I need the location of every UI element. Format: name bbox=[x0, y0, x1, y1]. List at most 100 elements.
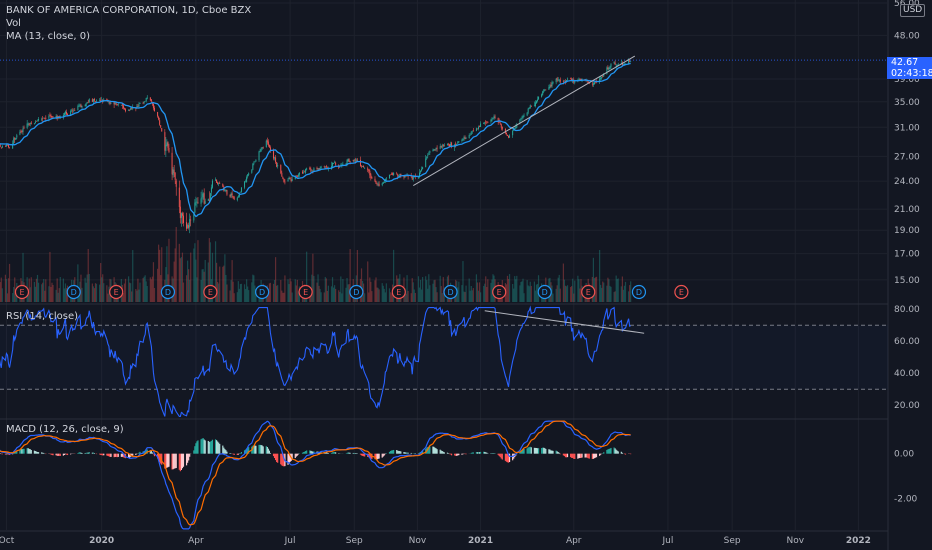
macd-hist-bar bbox=[42, 452, 44, 454]
macd-hist-bar bbox=[219, 443, 221, 454]
candle-body bbox=[158, 116, 160, 120]
volume-bar bbox=[508, 274, 511, 302]
macd-hist-bar bbox=[110, 453, 112, 457]
volume-bar bbox=[458, 281, 460, 302]
macd-hist-bar bbox=[493, 453, 495, 454]
macd-hist-bar bbox=[114, 453, 116, 457]
volume-bar bbox=[138, 289, 140, 302]
macd-hist-bar bbox=[255, 445, 257, 454]
volume-bar bbox=[563, 279, 566, 302]
candle-body bbox=[472, 130, 474, 132]
candle-body bbox=[70, 111, 72, 116]
candle-body bbox=[412, 176, 414, 180]
volume-bar bbox=[341, 293, 343, 302]
volume-bar bbox=[572, 278, 574, 302]
candle-body bbox=[385, 178, 387, 180]
macd-hist-bar bbox=[121, 453, 123, 457]
macd-hist-bar bbox=[579, 453, 581, 458]
volume-bar bbox=[291, 292, 293, 302]
rsi-legend[interactable]: RSI (14, close) bbox=[6, 311, 79, 322]
macd-hist-bar bbox=[4, 453, 7, 455]
macd-hist-bar bbox=[475, 452, 478, 454]
volume-bar bbox=[536, 284, 539, 302]
candle-body bbox=[506, 134, 508, 136]
candle-body bbox=[173, 169, 175, 174]
volume-bar bbox=[85, 282, 87, 302]
candle-body bbox=[149, 97, 151, 101]
volume-bar bbox=[389, 292, 392, 302]
volume-bar bbox=[326, 290, 328, 302]
volume-bar bbox=[312, 253, 314, 302]
candle-body bbox=[266, 140, 268, 143]
volume-bar bbox=[196, 277, 198, 302]
volume-bar bbox=[180, 257, 182, 302]
macd-hist-bar bbox=[203, 439, 205, 454]
candle-body bbox=[135, 108, 137, 109]
candle-body bbox=[443, 145, 445, 146]
macd-hist-bar bbox=[501, 453, 503, 460]
symbol-title[interactable]: BANK OF AMERICA CORPORATION, 1D, Cboe BZ… bbox=[6, 5, 252, 16]
macd-legend[interactable]: MACD (12, 26, close, 9) bbox=[6, 424, 124, 435]
macd-hist-bar bbox=[178, 453, 180, 470]
candle-body bbox=[16, 135, 18, 138]
candle-body bbox=[79, 104, 81, 106]
candle-body bbox=[441, 145, 443, 148]
volume-bar bbox=[237, 281, 239, 302]
signal-line bbox=[0, 420, 631, 526]
macd-hist-bar bbox=[161, 453, 163, 465]
candle-body bbox=[172, 169, 174, 176]
currency-badge[interactable]: USD bbox=[900, 4, 926, 17]
candle-body bbox=[310, 168, 312, 171]
candle-body bbox=[142, 102, 144, 104]
macd-hist-bar bbox=[555, 450, 557, 454]
candle-body bbox=[283, 178, 285, 182]
volume-bar bbox=[338, 290, 340, 302]
macd-hist-bar bbox=[361, 453, 364, 456]
candle-body bbox=[124, 109, 126, 112]
candle-body bbox=[48, 115, 50, 119]
volume-bar bbox=[128, 276, 130, 302]
candle-body bbox=[397, 173, 399, 177]
volume-bar bbox=[33, 281, 35, 302]
volume-bar bbox=[519, 285, 521, 302]
macd-hist-bar bbox=[397, 450, 399, 454]
earnings-marker-letter: E bbox=[497, 288, 502, 297]
candle-body bbox=[186, 222, 188, 229]
candle-body bbox=[273, 150, 275, 159]
macd-hist-bar bbox=[504, 453, 507, 461]
earnings-marker-letter: E bbox=[586, 288, 591, 297]
macd-hist-bar bbox=[6, 453, 9, 455]
candle-body bbox=[522, 115, 524, 119]
volume-bar bbox=[382, 285, 384, 302]
candle-body bbox=[543, 90, 545, 92]
macd-hist-bar bbox=[260, 445, 262, 454]
volume-legend[interactable]: Vol bbox=[6, 18, 21, 29]
macd-hist-bar bbox=[208, 441, 210, 454]
macd-hist-bar bbox=[581, 453, 583, 458]
ma-legend[interactable]: MA (13, close, 0) bbox=[6, 31, 91, 42]
volume-bar bbox=[468, 278, 470, 302]
candle-body bbox=[5, 144, 7, 147]
volume-bar bbox=[0, 277, 2, 302]
volume-bar bbox=[123, 283, 126, 302]
candle-body bbox=[579, 79, 581, 80]
rsi-tick-label: 60.00 bbox=[894, 337, 920, 347]
macd-hist-bar bbox=[360, 453, 363, 456]
candle-body bbox=[87, 101, 89, 103]
candle-body bbox=[306, 168, 308, 170]
candle-body bbox=[383, 181, 385, 183]
macd-hist-bar bbox=[267, 448, 269, 454]
macd-hist-bar bbox=[159, 453, 161, 463]
volume-bar bbox=[13, 286, 15, 302]
candle-body bbox=[544, 89, 546, 91]
candle-body bbox=[93, 98, 95, 101]
ma-line bbox=[0, 62, 631, 218]
macd-hist-bar bbox=[283, 453, 285, 467]
macd-hist-bar bbox=[331, 452, 334, 454]
volume-bar bbox=[181, 252, 184, 302]
volume-bar bbox=[1, 288, 3, 302]
volume-bar bbox=[81, 287, 83, 302]
macd-hist-bar bbox=[262, 446, 264, 454]
